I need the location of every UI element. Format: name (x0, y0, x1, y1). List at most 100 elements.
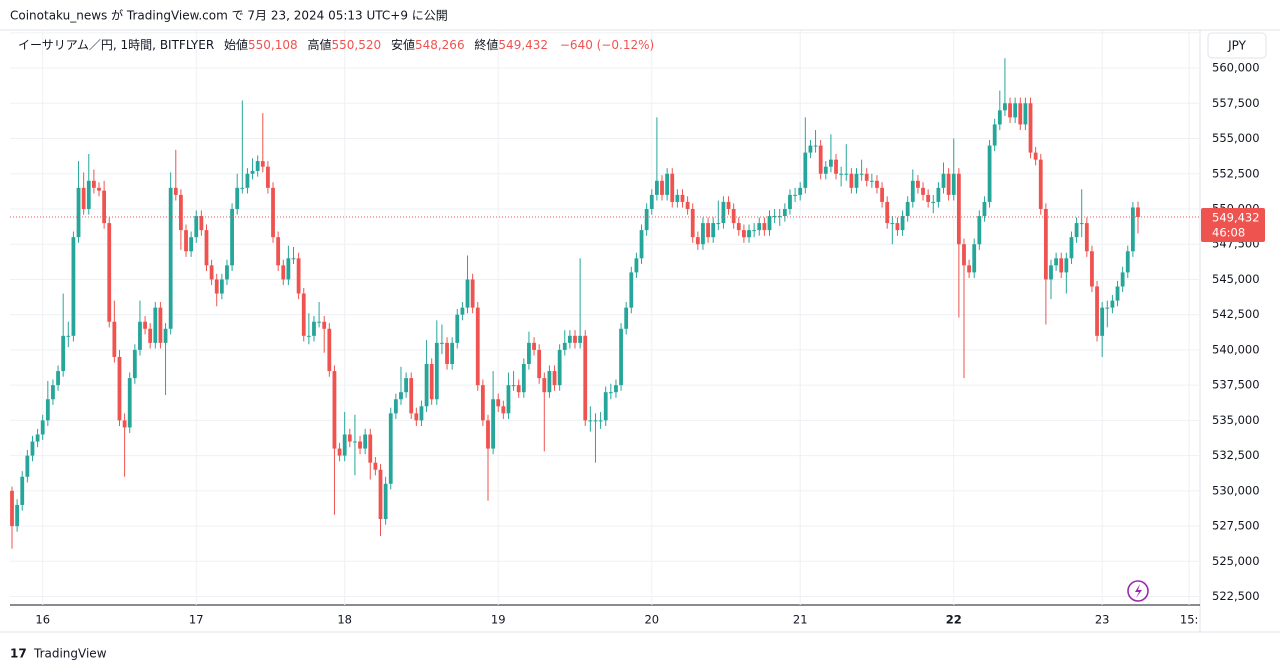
candle-body (66, 335, 71, 337)
candle-body (747, 230, 751, 238)
y-tick-label: 527,500 (1212, 519, 1260, 533)
candle-body (189, 237, 194, 252)
candle-body (527, 342, 531, 365)
candle-body (895, 223, 900, 231)
candle-body (1033, 152, 1038, 160)
candle-body (521, 364, 526, 393)
y-tick-label: 560,000 (1212, 61, 1260, 75)
candle-body (665, 173, 670, 195)
candle-body (71, 237, 76, 336)
high-value: 550,520 (331, 38, 381, 52)
candle-body (312, 321, 316, 336)
candle-body (916, 180, 920, 188)
candle-body (808, 145, 813, 153)
candle-body (537, 349, 542, 379)
candle-body (388, 413, 393, 484)
candle-body (1136, 207, 1140, 217)
candle-body (1110, 300, 1115, 308)
candle-body (736, 223, 741, 231)
candle-body (890, 223, 895, 225)
low-label: 安値 (391, 37, 415, 52)
candle-body (869, 180, 874, 182)
candle-body (455, 314, 460, 343)
y-tick-label: 545,000 (1212, 272, 1260, 286)
candle-body (603, 392, 608, 421)
candle-body (721, 201, 726, 224)
y-tick-label: 555,000 (1212, 131, 1260, 145)
candle-body (864, 173, 869, 181)
candle-body (675, 194, 680, 202)
candle-body (383, 483, 388, 520)
candle-body (486, 420, 490, 449)
candle-body (347, 434, 352, 442)
candle-body (266, 166, 270, 188)
candle-body (214, 279, 219, 294)
candle-body (875, 180, 879, 188)
candle-body (276, 237, 281, 266)
candle-body (107, 223, 112, 322)
candle-body (793, 194, 797, 196)
candle-body (711, 223, 716, 238)
currency-button[interactable] (1207, 32, 1267, 59)
candle-body (97, 187, 101, 191)
candle-body (491, 399, 496, 449)
candle-body (475, 307, 480, 386)
candle-body (967, 265, 971, 273)
candle-body (286, 258, 291, 280)
candle-body (532, 342, 536, 350)
candle-body (184, 230, 188, 252)
candle-body (931, 201, 936, 203)
alert-icon-bolt (1135, 584, 1142, 598)
candle-body (419, 406, 424, 421)
candle-body (291, 258, 296, 260)
candle-body (25, 455, 30, 477)
price-label: 549,432 (1212, 210, 1260, 224)
candle-body (353, 441, 357, 443)
candle-body (634, 258, 639, 273)
candle-body (1064, 258, 1069, 273)
candle-body (414, 413, 419, 421)
candle-body (511, 385, 516, 387)
candle-body (695, 237, 700, 245)
candle-body (1069, 237, 1074, 259)
candle-body (91, 180, 96, 188)
candle-body (424, 364, 429, 407)
publish-header: Coinotaku_news が TradingView.com で 7月 23… (10, 8, 448, 23)
candle-body (680, 194, 685, 202)
candle-body (393, 399, 398, 414)
candle-body (803, 152, 808, 188)
candle-body (342, 434, 347, 456)
candle-body (1028, 103, 1033, 153)
candle-body (905, 201, 910, 217)
candle-body (45, 399, 50, 421)
candle-body (148, 328, 153, 343)
candle-body (450, 342, 455, 365)
candle-body (337, 448, 342, 456)
currency[interactable]: JPY (1227, 39, 1247, 53)
candle-body (240, 187, 245, 189)
candle-body (767, 216, 772, 231)
candle-body (573, 335, 577, 343)
candle-body (706, 223, 710, 238)
candle-body (173, 187, 178, 195)
x-tick-label: 18 (337, 613, 352, 627)
y-tick-label: 537,500 (1212, 378, 1260, 392)
candle-body (987, 145, 992, 202)
candle-body (373, 462, 378, 470)
candle-body (1090, 251, 1094, 287)
candle-body (936, 187, 941, 202)
candle-body (363, 434, 368, 449)
candle-body (35, 434, 40, 442)
candle-body (1100, 307, 1105, 336)
candle-body (179, 194, 183, 231)
candle-body (306, 335, 311, 337)
candle-body (30, 441, 35, 456)
candle-body (194, 216, 199, 238)
candle-body (122, 420, 127, 428)
legend: イーサリアム／円, 1時間, BITFLYER 始値550,108 高値550,… (18, 37, 654, 52)
alert-icon[interactable] (1127, 580, 1149, 602)
symbol: イーサリアム／円, 1時間, BITFLYER (18, 38, 214, 52)
candle-body (624, 307, 629, 329)
candle-body (782, 208, 787, 217)
